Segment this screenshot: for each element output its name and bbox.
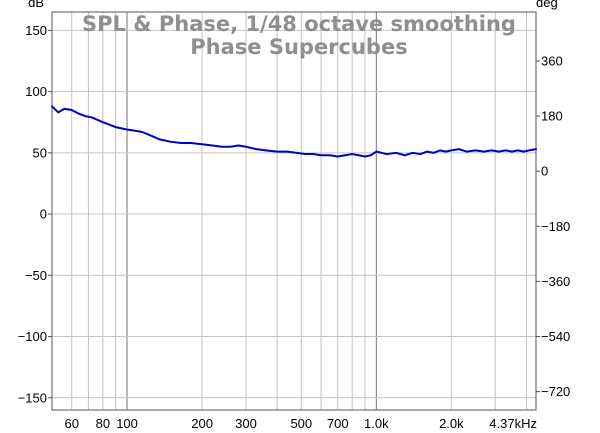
plot-frame [51, 11, 537, 411]
spl-series-line [51, 105, 537, 158]
y-tick-label: −50 [25, 268, 47, 283]
x-tick-label: 60 [65, 416, 79, 431]
x-tick-label: 700 [327, 416, 349, 431]
x-tick-label: 4.37kHz [489, 416, 537, 431]
y-axis-unit-label: dB [28, 0, 44, 10]
x-tick-label: 300 [235, 416, 257, 431]
grid-layer [51, 12, 536, 410]
y-tick-label: 150 [25, 23, 47, 38]
x-tick-label: 200 [191, 416, 213, 431]
y-tick-label: −150 [18, 390, 47, 405]
x-tick-label: 1.0k [364, 416, 389, 431]
y-tick-label: 0 [40, 207, 47, 222]
x-tick-label: 500 [290, 416, 312, 431]
y2-tick-label: −720 [541, 384, 570, 399]
x-tick-label: 100 [116, 416, 138, 431]
y2-tick-label: −360 [541, 274, 570, 289]
x-tick-label: 80 [96, 416, 110, 431]
y-tick-label: −100 [18, 329, 47, 344]
y2-axis-unit-label: deg [536, 0, 558, 10]
chart-title: SPL & Phase, 1/48 octave smoothing [82, 12, 516, 36]
y2-tick-label: 180 [541, 109, 563, 124]
y-tick-label: 50 [33, 145, 47, 160]
axis-layer: 150100500−50−100−1503601800−180−360−540−… [18, 23, 571, 431]
series-layer [51, 105, 537, 158]
y2-tick-label: 360 [541, 53, 563, 68]
y2-tick-label: −180 [541, 219, 570, 234]
y-tick-label: 100 [25, 84, 47, 99]
y2-tick-label: −540 [541, 329, 570, 344]
chart-subtitle: Phase Supercubes [190, 35, 407, 59]
y2-tick-label: 0 [541, 164, 548, 179]
x-tick-label: 2.0k [439, 416, 464, 431]
